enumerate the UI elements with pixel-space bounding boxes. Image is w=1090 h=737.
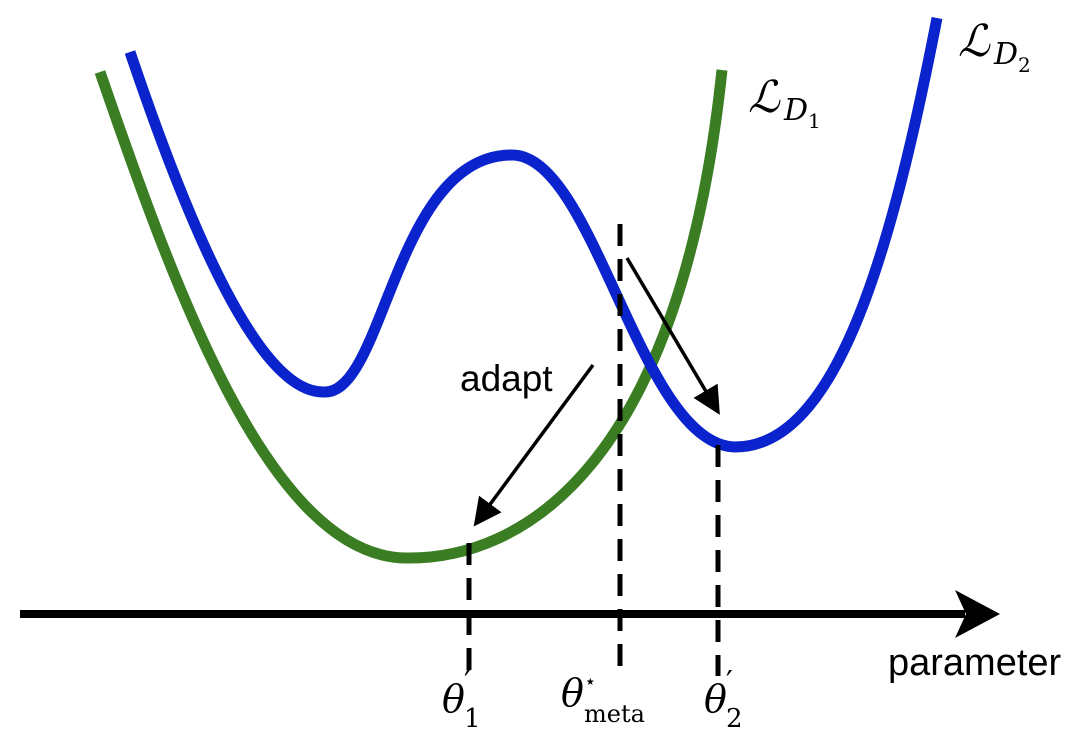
theta-prime-2-label: θ ′ 2 bbox=[704, 665, 743, 734]
loss-d2-label: ℒ D 2 bbox=[958, 16, 1031, 77]
parameter-axis-label: parameter bbox=[888, 642, 1062, 684]
adapt-arrow-to-theta-1 bbox=[473, 363, 595, 527]
loss-d1-subsubscript: 1 bbox=[808, 109, 821, 133]
theta-meta-label: θ ⋆ meta bbox=[561, 669, 645, 728]
theta-prime-2-subscript: 2 bbox=[726, 704, 743, 734]
theta-prime-1-symbol: θ bbox=[442, 677, 465, 721]
parameter-axis-arrowhead bbox=[955, 590, 1000, 638]
theta-prime-1-subscript: 1 bbox=[464, 704, 481, 734]
theta-prime-1-label: θ ′ 1 bbox=[442, 665, 481, 734]
adapt-arrow-to-theta-2 bbox=[625, 257, 720, 415]
loss-d2-symbol: ℒ bbox=[958, 16, 991, 67]
loss-d1-label: ℒ D 1 bbox=[748, 72, 821, 133]
loss-d1-subscript: D bbox=[783, 93, 808, 128]
theta-meta-symbol: θ bbox=[561, 671, 584, 715]
theta-meta-subscript: meta bbox=[584, 700, 645, 728]
theta-meta-mark: ⋆ bbox=[584, 669, 597, 693]
loss-d2-subscript: D bbox=[993, 37, 1018, 72]
adapt-label: adapt bbox=[460, 358, 553, 399]
theta-prime-1-mark: ′ bbox=[464, 665, 471, 700]
theta-prime-2-symbol: θ bbox=[704, 677, 727, 721]
loss-d2-subsubscript: 2 bbox=[1018, 53, 1031, 77]
loss-d2-curve bbox=[124, 16, 943, 453]
loss-d1-symbol: ℒ bbox=[748, 72, 781, 123]
theta-prime-2-mark: ′ bbox=[726, 665, 733, 700]
